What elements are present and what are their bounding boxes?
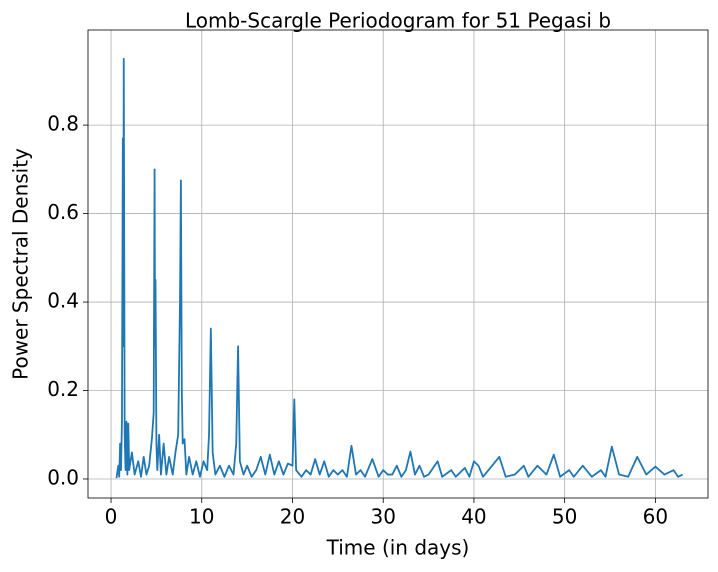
x-tick-label: 20 [280,505,305,529]
plot-frame [87,29,709,499]
y-tick-label: 0.2 [47,377,79,401]
line [115,57,683,479]
y-tick-label: 0.0 [47,465,79,489]
x-tick-label: 10 [189,505,214,529]
x-axis-label: Time (in days) [326,536,470,560]
y-axis-label: Power Spectral Density [9,148,33,380]
y-tick-label: 0.6 [47,200,79,224]
y-tick-label: 0.8 [47,112,79,136]
x-tick-label: 50 [552,505,577,529]
chart-title: Lomb-Scargle Periodogram for 51 Pegasi b [185,9,611,33]
x-tick-label: 60 [643,505,668,529]
x-tick-label: 30 [370,505,395,529]
x-tick-label: 40 [461,505,486,529]
x-tick-label: 0 [105,505,118,529]
y-tick-label: 0.4 [47,289,79,313]
